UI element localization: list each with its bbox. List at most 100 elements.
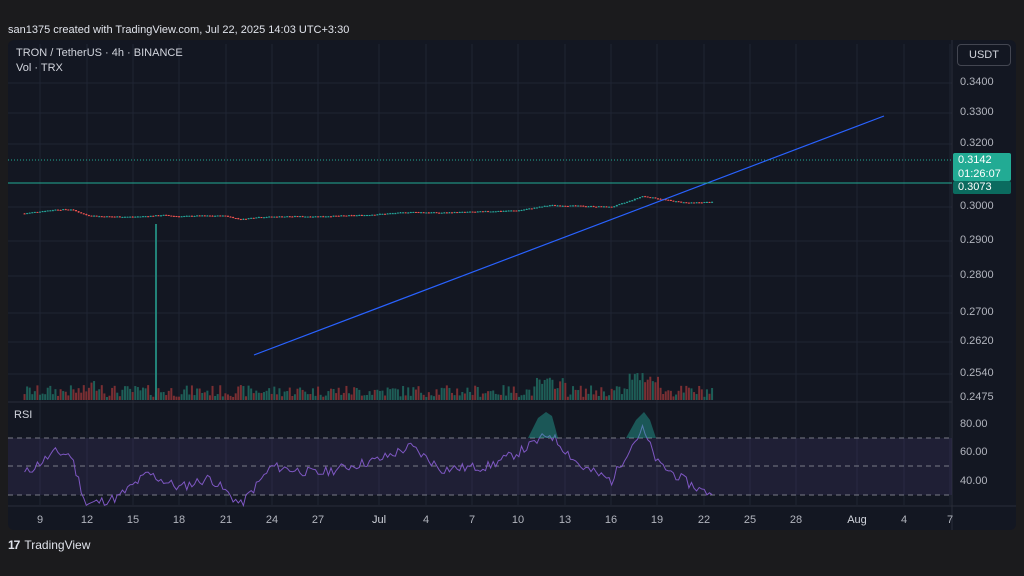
volume-bar — [551, 379, 554, 400]
volume-bar — [353, 387, 356, 400]
candle-body — [443, 212, 446, 214]
candle-body — [54, 209, 57, 211]
candle-body — [551, 205, 554, 207]
candle-body — [651, 197, 654, 199]
volume-bar — [270, 393, 273, 400]
volume-bar — [72, 389, 75, 400]
candle-body — [358, 215, 361, 217]
price-axis-label: 0.2800 — [960, 269, 994, 281]
candle-body — [605, 206, 608, 208]
volume-bar — [566, 396, 569, 400]
candle-body — [541, 206, 544, 208]
candle-body — [376, 214, 379, 216]
volume-bar — [579, 385, 582, 400]
volume-bar — [237, 386, 240, 400]
candle-body — [461, 211, 464, 213]
volume-bar — [203, 392, 206, 400]
volume-bar — [577, 390, 580, 400]
volume-bar — [26, 386, 29, 400]
volume-bar — [263, 392, 266, 400]
volume-bar — [489, 391, 492, 400]
candle-body — [626, 201, 629, 203]
candle-body — [49, 210, 52, 212]
candle-body — [178, 216, 181, 218]
volume-bar — [366, 395, 369, 400]
candle-body — [476, 211, 479, 213]
candle-body — [62, 209, 65, 211]
candle-body — [247, 218, 250, 220]
candle-body — [636, 198, 639, 200]
candle-body — [451, 212, 453, 214]
volume-bar — [469, 391, 472, 400]
candle-body — [693, 202, 696, 204]
candle-body — [384, 213, 387, 215]
time-axis-label: 25 — [743, 514, 757, 526]
candle-body — [39, 211, 41, 213]
candle-body — [587, 206, 590, 208]
candle-body — [608, 206, 611, 208]
volume-bar — [245, 396, 247, 400]
time-axis-label: 13 — [558, 514, 572, 526]
volume-bar — [31, 394, 34, 400]
volume-bar — [224, 393, 227, 400]
volume-bar — [335, 393, 338, 400]
volume-bar — [600, 387, 603, 400]
volume-bar — [144, 388, 147, 400]
volume-bar — [494, 393, 497, 400]
volume-bar — [355, 387, 358, 400]
volume-bar — [399, 396, 402, 400]
chart-panel[interactable] — [8, 40, 1016, 530]
candle-body — [286, 216, 289, 218]
volume-bar — [188, 394, 191, 400]
volume-bar — [239, 385, 242, 400]
volume-bar — [95, 390, 98, 400]
candle-body — [234, 218, 237, 220]
candle-body — [342, 215, 345, 217]
candle-body — [142, 216, 144, 218]
volume-bar — [564, 382, 567, 400]
volume-bar — [296, 388, 299, 400]
candle-body — [273, 216, 276, 218]
volume-legend[interactable]: Vol · TRX — [16, 62, 63, 74]
candle-body — [564, 205, 567, 207]
volume-bar — [28, 387, 31, 400]
volume-bar — [172, 395, 175, 400]
volume-bar — [317, 386, 320, 400]
volume-bar — [440, 387, 443, 400]
candle-body — [366, 215, 369, 217]
volume-bar — [337, 387, 340, 400]
candle-body — [402, 212, 405, 214]
candle-body — [129, 216, 132, 218]
candle-body — [425, 212, 428, 214]
volume-bar — [659, 387, 662, 400]
volume-bar — [569, 394, 572, 400]
volume-bar — [90, 382, 93, 400]
rsi-label[interactable]: RSI — [14, 409, 33, 421]
volume-bar — [605, 396, 608, 400]
candle-body — [530, 208, 533, 210]
volume-bar — [649, 376, 652, 400]
volume-bar — [520, 395, 523, 400]
candle-body — [242, 218, 245, 220]
volume-bar — [348, 393, 350, 400]
volume-bar — [49, 385, 52, 400]
volume-bar — [610, 388, 613, 400]
time-axis-label: 9 — [36, 514, 44, 526]
candle-body — [479, 211, 482, 213]
candle-body — [703, 202, 706, 204]
volume-bar — [425, 396, 428, 400]
candle-body — [139, 216, 142, 218]
candle-body — [574, 205, 577, 207]
volume-bar — [546, 378, 549, 400]
symbol-legend[interactable]: TRON / TetherUS · 4h · BINANCE — [16, 47, 183, 59]
volume-bar — [376, 389, 379, 400]
candle-body — [314, 216, 317, 218]
candle-body — [80, 212, 83, 214]
volume-bar — [414, 389, 417, 400]
candle-body — [211, 215, 214, 217]
volume-bar — [623, 388, 626, 400]
candle-body — [469, 211, 472, 213]
currency-button[interactable]: USDT — [957, 44, 1011, 66]
volume-bar — [384, 395, 387, 400]
